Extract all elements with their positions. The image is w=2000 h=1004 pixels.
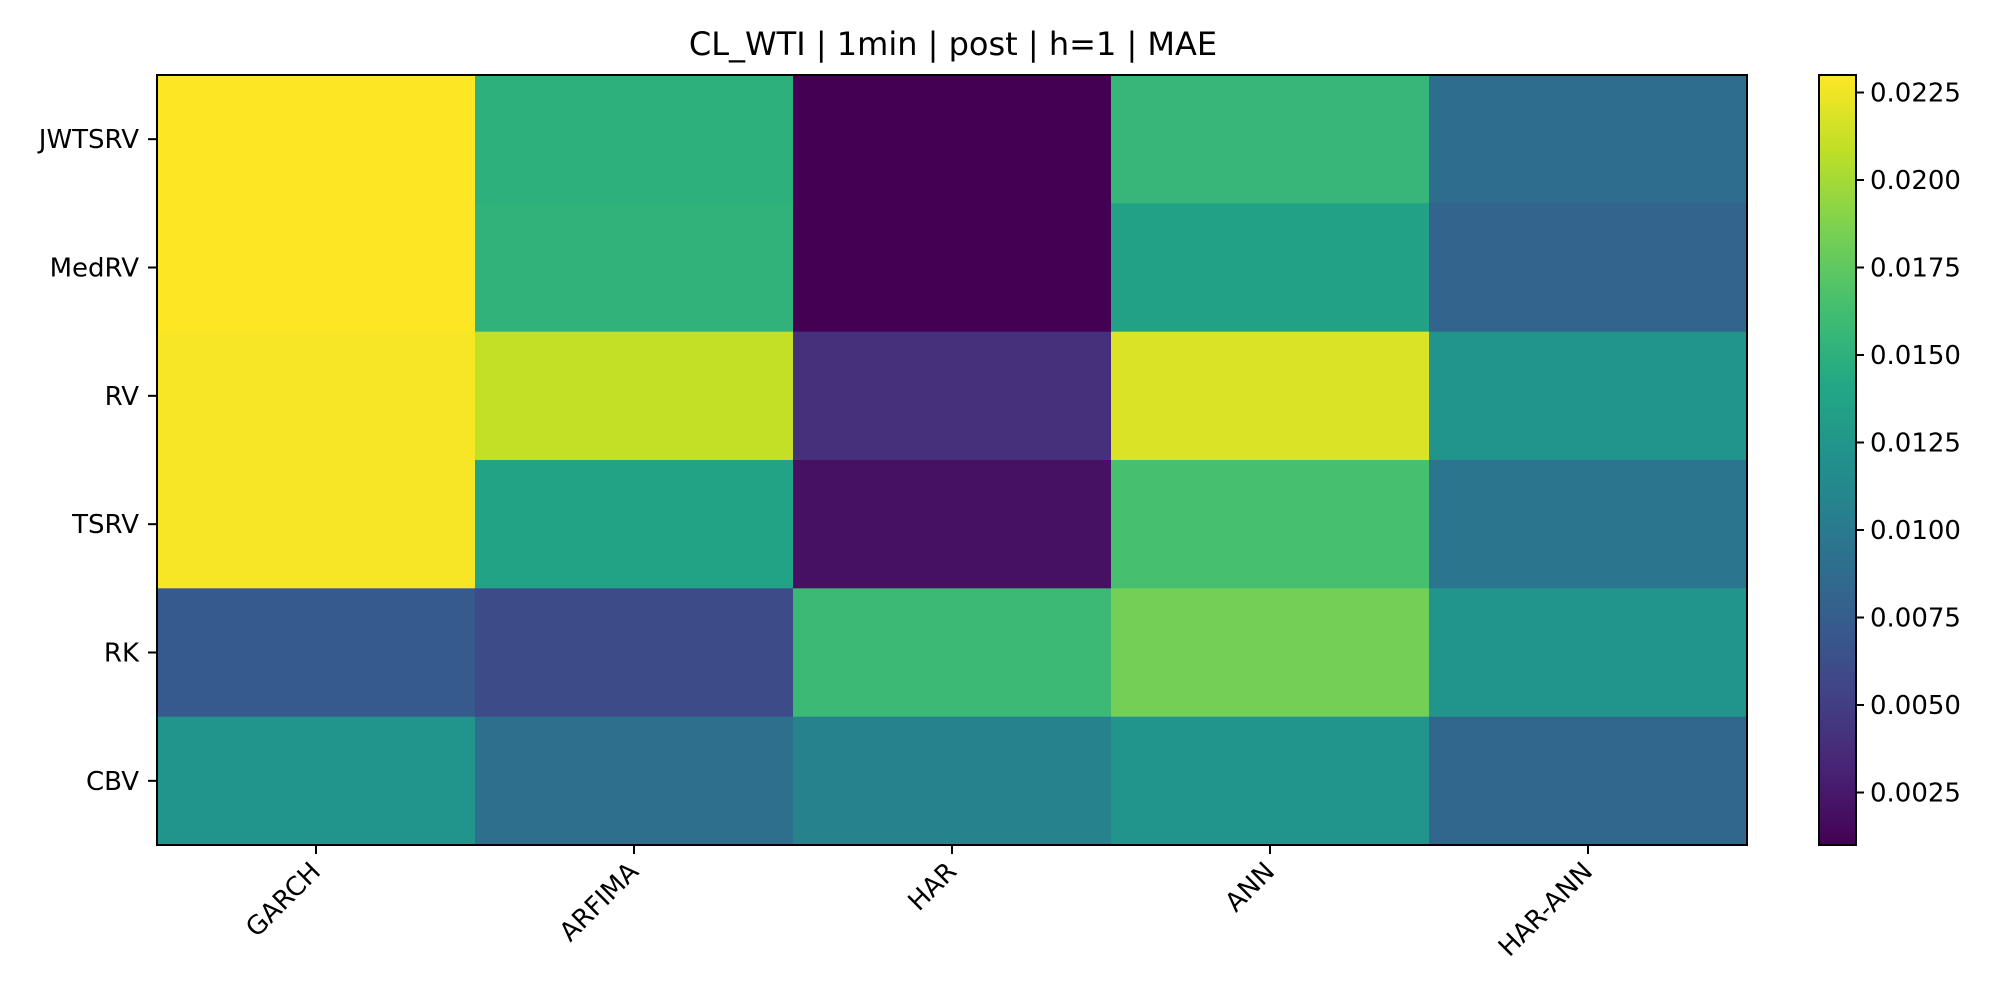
heatmap-cell <box>1111 460 1430 589</box>
x-tick-label: ARFIMA <box>554 857 645 948</box>
heatmap-cell <box>793 75 1112 204</box>
y-tick-label: JWTSRV <box>37 125 139 155</box>
x-tick-label: ANN <box>1220 857 1281 918</box>
heatmap-cell <box>793 331 1112 461</box>
colorbar-tick-label: 0.0225 <box>1870 79 1961 109</box>
heatmap-cell <box>1111 331 1430 461</box>
y-axis: JWTSRV MedRV RV TSRV RK CBV <box>37 125 157 797</box>
heatmap-cell <box>1429 331 1748 461</box>
x-axis: GARCH ARFIMA HAR ANN HAR-ANN <box>240 845 1599 963</box>
heatmap-cell <box>1429 460 1748 589</box>
heatmap-cell <box>475 331 794 461</box>
heatmap-cell <box>475 75 794 204</box>
heatmap-cell <box>1429 588 1748 718</box>
heatmap-cell <box>793 460 1112 589</box>
heatmap-cell <box>1429 75 1748 204</box>
y-tick-label: MedRV <box>50 254 140 284</box>
colorbar-tick-label: 0.0175 <box>1870 254 1961 284</box>
y-tick-label: RK <box>104 639 140 669</box>
heatmap-cell <box>475 588 794 718</box>
heatmap-cell <box>475 460 794 589</box>
heatmap-cell <box>157 716 476 846</box>
heatmap-cell <box>793 588 1112 718</box>
heatmap-cell <box>475 716 794 846</box>
colorbar-gradient <box>1819 75 1856 845</box>
colorbar-tick-label: 0.0200 <box>1870 166 1961 196</box>
heatmap-cell <box>157 460 476 589</box>
colorbar-tick-label: 0.0025 <box>1870 779 1961 809</box>
y-tick-label: CBV <box>86 767 139 797</box>
heatmap-cell <box>1111 75 1430 204</box>
heatmap-cell <box>157 75 476 204</box>
heatmap-cell <box>793 203 1112 333</box>
y-tick-label: RV <box>105 382 140 412</box>
colorbar: 0.0025 0.0050 0.0075 0.0100 0.0125 0.0150 0.01… <box>1818 74 1961 846</box>
colorbar-tick-label: 0.0100 <box>1870 516 1961 546</box>
heatmap-cell <box>1111 203 1430 333</box>
heatmap-cells <box>157 75 1748 846</box>
heatmap-cell <box>1429 203 1748 333</box>
heatmap-cell <box>157 331 476 461</box>
heatmap-cell <box>157 588 476 718</box>
heatmap-cell <box>1111 716 1430 846</box>
x-tick-label: GARCH <box>240 857 327 944</box>
heatmap-cell <box>475 203 794 333</box>
heatmap-cell <box>1111 588 1430 718</box>
colorbar-tick-label: 0.0050 <box>1870 691 1961 721</box>
x-tick-label: HAR <box>903 857 963 917</box>
y-tick-label: TSRV <box>71 510 139 540</box>
x-tick-label: HAR-ANN <box>1493 857 1599 963</box>
chart-title: CL_WTI | 1min | post | h=1 | MAE <box>689 25 1217 63</box>
heatmap-cell <box>157 203 476 333</box>
colorbar-tick-label: 0.0150 <box>1870 341 1961 371</box>
heatmap-cell <box>793 716 1112 846</box>
heatmap-cell <box>1429 716 1748 846</box>
colorbar-tick-label: 0.0125 <box>1870 429 1961 459</box>
colorbar-tick-label: 0.0075 <box>1870 604 1961 634</box>
colorbar-frame <box>1818 74 1857 846</box>
